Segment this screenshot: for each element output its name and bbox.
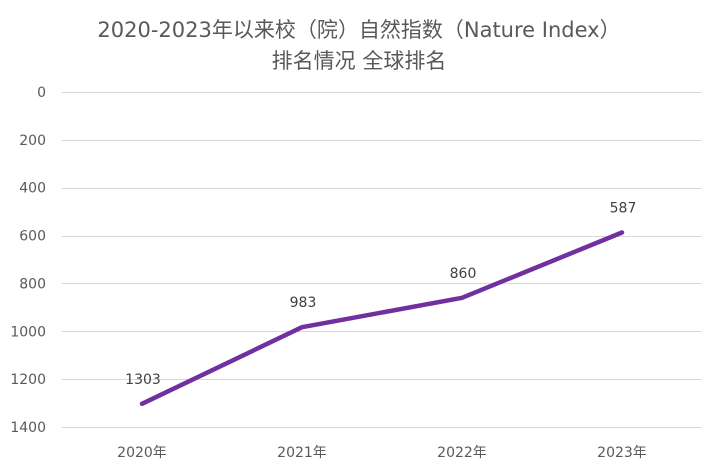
y-tick-label: 0 bbox=[37, 85, 46, 101]
x-tick-label: 2023年 bbox=[597, 445, 647, 461]
series-line bbox=[139, 230, 625, 407]
chart-title-line-1: 2020-2023年以来校（院）自然指数（Nature Index） bbox=[97, 18, 621, 42]
series-line-group bbox=[139, 230, 625, 407]
y-tick-label: 600 bbox=[19, 229, 46, 245]
y-tick-label: 1200 bbox=[10, 372, 46, 388]
data-label: 983 bbox=[290, 295, 317, 311]
x-tick-label: 2020年 bbox=[117, 445, 167, 461]
y-tick-label: 400 bbox=[19, 181, 46, 197]
x-axis-tick-labels: 2020年 2021年 2022年 2023年 bbox=[117, 445, 647, 461]
y-tick-label: 800 bbox=[19, 276, 46, 292]
x-tick-label: 2021年 bbox=[277, 445, 327, 461]
y-axis-tick-labels: 0 200 400 600 800 1000 1200 1400 bbox=[10, 85, 46, 436]
data-label: 587 bbox=[610, 200, 637, 216]
y-tick-label: 1400 bbox=[10, 420, 46, 436]
data-label: 860 bbox=[450, 266, 477, 282]
gridlines bbox=[62, 92, 702, 428]
data-label: 1303 bbox=[125, 372, 161, 388]
data-labels: 1303 983 860 587 bbox=[125, 200, 636, 387]
x-tick-label: 2022年 bbox=[437, 445, 487, 461]
y-tick-label: 200 bbox=[19, 133, 46, 149]
chart-title-line-2: 排名情况 全球排名 bbox=[271, 49, 447, 73]
y-tick-label: 1000 bbox=[10, 324, 46, 340]
